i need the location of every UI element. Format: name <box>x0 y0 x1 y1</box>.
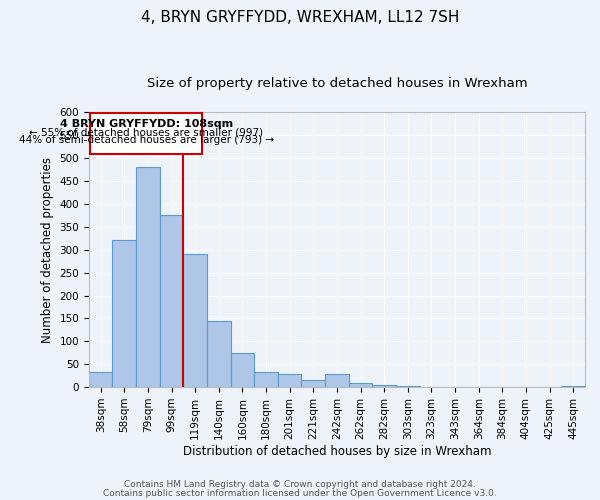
Bar <box>136 167 160 387</box>
Text: 44% of semi-detached houses are larger (793) →: 44% of semi-detached houses are larger (… <box>19 136 274 145</box>
Bar <box>301 380 325 387</box>
Bar <box>325 374 349 387</box>
Bar <box>396 386 419 387</box>
Text: Contains HM Land Registry data © Crown copyright and database right 2024.: Contains HM Land Registry data © Crown c… <box>124 480 476 489</box>
Bar <box>184 254 207 387</box>
Bar <box>112 240 136 387</box>
Bar <box>230 353 254 387</box>
Bar <box>349 382 373 387</box>
Bar <box>278 374 301 387</box>
Text: Contains public sector information licensed under the Open Government Licence v3: Contains public sector information licen… <box>103 488 497 498</box>
Bar <box>89 372 112 387</box>
Bar <box>254 372 278 387</box>
FancyBboxPatch shape <box>90 114 202 154</box>
Y-axis label: Number of detached properties: Number of detached properties <box>41 157 54 343</box>
Text: ← 55% of detached houses are smaller (997): ← 55% of detached houses are smaller (99… <box>29 127 263 137</box>
X-axis label: Distribution of detached houses by size in Wrexham: Distribution of detached houses by size … <box>182 444 491 458</box>
Bar <box>373 385 396 387</box>
Bar <box>562 386 585 387</box>
Bar <box>160 216 184 387</box>
Text: 4, BRYN GRYFFYDD, WREXHAM, LL12 7SH: 4, BRYN GRYFFYDD, WREXHAM, LL12 7SH <box>141 10 459 25</box>
Bar <box>207 321 230 387</box>
Text: 4 BRYN GRYFFYDD: 108sqm: 4 BRYN GRYFFYDD: 108sqm <box>59 119 233 129</box>
Title: Size of property relative to detached houses in Wrexham: Size of property relative to detached ho… <box>146 78 527 90</box>
